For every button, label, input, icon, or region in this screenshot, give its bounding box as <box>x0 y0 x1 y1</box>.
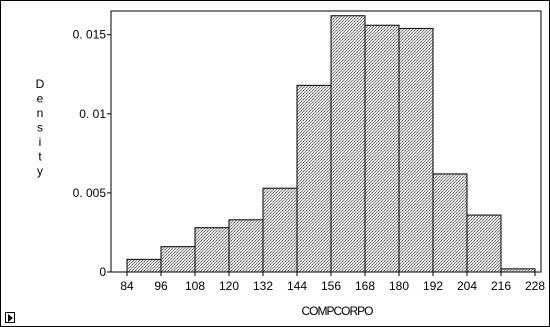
x-axis-title: COMPCORPO <box>301 304 373 318</box>
y-tick-label: 0 <box>99 265 106 279</box>
histogram-bar-192-204 <box>432 173 468 273</box>
histogram-bar-144-156 <box>296 84 332 273</box>
y-tick-label: 0. 015 <box>73 28 107 42</box>
y-tick-label: 0. 01 <box>79 107 106 121</box>
y-tick-label: 0. 005 <box>73 186 107 200</box>
x-tick-label: 132 <box>253 279 273 293</box>
x-tick-label: 84 <box>120 279 134 293</box>
histogram-bar-96-108 <box>160 246 196 273</box>
histogram-bar-156-168 <box>330 15 366 273</box>
histogram-bar-168-180 <box>364 24 400 273</box>
x-tick-label: 96 <box>154 279 168 293</box>
y-axis-title-letter: n <box>37 106 44 120</box>
x-tick-label: 144 <box>287 279 307 293</box>
x-tick-label: 228 <box>525 279 545 293</box>
y-axis-title-letter: D <box>36 77 45 91</box>
triangle-glyph <box>8 314 13 322</box>
histogram-bar-132-144 <box>262 187 298 273</box>
histogram-bar-120-132 <box>228 219 264 273</box>
y-axis-title-letter: s <box>37 121 43 135</box>
play-triangle-icon[interactable] <box>5 312 15 323</box>
bars-group <box>126 15 536 273</box>
x-tick-label: 216 <box>491 279 511 293</box>
x-tick-label: 204 <box>457 279 477 293</box>
y-axis-title-letter: t <box>38 150 42 164</box>
x-tick-label: 108 <box>185 279 205 293</box>
histogram-bar-204-216 <box>466 214 502 273</box>
plot-area-border <box>110 10 542 273</box>
x-tick-label: 192 <box>423 279 443 293</box>
x-axis: 84 96 108 120 132 144 156 168 180 192 204 216 228 <box>120 272 545 293</box>
y-axis-title-letter: y <box>37 164 43 178</box>
histogram-bar-108-120 <box>194 227 230 273</box>
y-axis-title-letter: e <box>37 92 44 106</box>
x-tick-label: 180 <box>389 279 409 293</box>
histogram-bar-180-192 <box>398 27 434 273</box>
x-tick-label: 168 <box>355 279 375 293</box>
histogram-bar-84-96 <box>126 258 162 273</box>
x-tick-label: 120 <box>219 279 239 293</box>
x-tick-label: 156 <box>321 279 341 293</box>
y-axis-title-letter: i <box>39 135 42 149</box>
y-axis: 0 0. 005 0. 01 0. 015 <box>73 28 111 279</box>
